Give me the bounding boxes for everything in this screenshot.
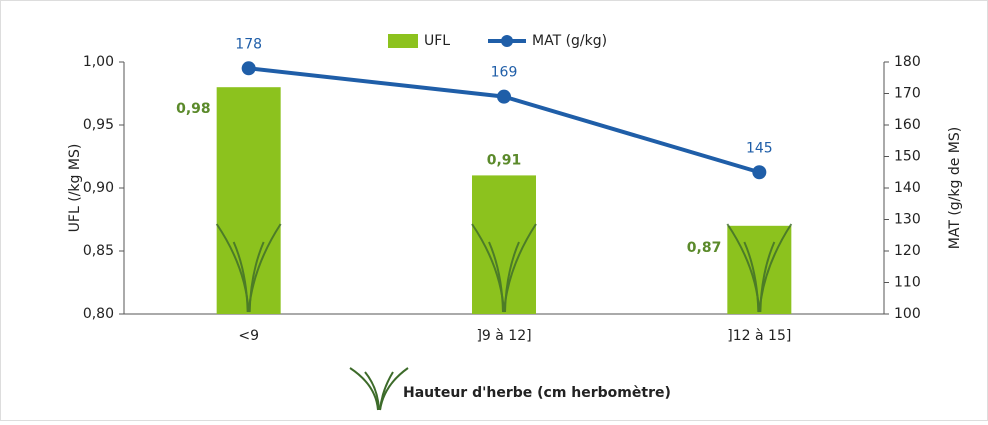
grass-blade [248, 241, 265, 313]
y2-tick-label: 150 [894, 149, 921, 165]
y2-tick-label: 110 [894, 275, 921, 291]
legend-swatch [388, 34, 418, 48]
y-tick-label: 0,85 [83, 243, 114, 259]
y-tick-label: 0,95 [83, 117, 114, 133]
bar [216, 87, 281, 314]
grass-blade [504, 241, 520, 313]
grass-icon [215, 223, 282, 313]
y2-tick-label: 100 [894, 306, 921, 322]
y2-tick-label: 130 [894, 212, 921, 228]
x-axis-title: Hauteur d'herbe (cm herbomètre) [403, 385, 671, 401]
line-marker [752, 165, 767, 180]
line-marker [241, 61, 256, 76]
data-label: 0,91 [487, 152, 522, 168]
y2-tick-label: 140 [894, 180, 921, 196]
bar [472, 175, 536, 314]
data-label: 178 [235, 36, 262, 52]
y2-tick-label: 160 [894, 117, 921, 133]
y-tick-label: 0,80 [83, 306, 114, 322]
legend-marker [501, 35, 513, 47]
grass-blade [743, 241, 760, 313]
x-tick-label: ]9 à 12] [476, 328, 531, 344]
grass-blade [488, 241, 504, 313]
legend-label: MAT (g/kg) [532, 33, 607, 49]
grass-icon [726, 223, 793, 313]
y-tick-label: 0,90 [83, 180, 114, 196]
data-label: 145 [746, 140, 773, 156]
y-axis-title: UFL (/kg MS) [67, 144, 83, 233]
y2-tick-label: 180 [894, 54, 921, 70]
legend-label: UFL [424, 33, 450, 49]
data-label: 0,87 [687, 240, 722, 256]
x-tick-label: <9 [238, 328, 259, 344]
grass-icon [349, 367, 409, 411]
data-label: 0,98 [176, 101, 211, 117]
grass-blade [232, 241, 249, 313]
y2-tick-label: 120 [894, 243, 921, 259]
grass-icon [471, 223, 537, 313]
y-tick-label: 1,00 [83, 54, 114, 70]
y2-axis-title: MAT (g/kg de MS) [947, 127, 963, 249]
x-tick-label: ]12 à 15] [727, 328, 791, 344]
grass-blade [759, 241, 776, 313]
y2-tick-label: 170 [894, 86, 921, 102]
data-label: 169 [491, 65, 518, 81]
line-marker [497, 89, 511, 104]
